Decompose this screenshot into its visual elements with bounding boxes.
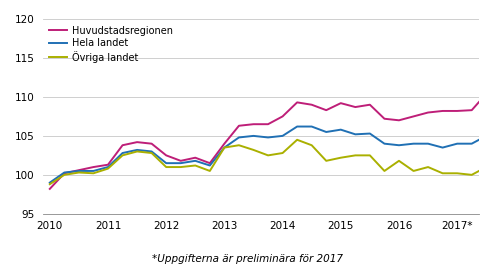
Huvudstadsregionen [236, 124, 242, 127]
Huvudstadsregionen [367, 103, 373, 106]
Hela landet [381, 142, 387, 145]
Hela landet [280, 134, 286, 138]
Övriga landet [61, 173, 67, 176]
Övriga landet [221, 146, 227, 149]
Hela landet [149, 150, 155, 153]
Hela landet [76, 169, 82, 173]
Hela landet [90, 169, 96, 173]
Hela landet [411, 142, 416, 145]
Övriga landet [309, 144, 315, 147]
Huvudstadsregionen [309, 103, 315, 106]
Hela landet [178, 162, 184, 165]
Hela landet [469, 142, 475, 145]
Huvudstadsregionen [483, 92, 489, 95]
Huvudstadsregionen [265, 123, 271, 126]
Övriga landet [396, 159, 402, 162]
Övriga landet [294, 138, 300, 141]
Huvudstadsregionen [163, 154, 169, 157]
Hela landet [338, 128, 344, 131]
Övriga landet [469, 173, 475, 176]
Huvudstadsregionen [76, 169, 82, 172]
Huvudstadsregionen [411, 115, 416, 118]
Övriga landet [90, 172, 96, 175]
Övriga landet [280, 151, 286, 154]
Hela landet [367, 132, 373, 135]
Hela landet [134, 148, 140, 152]
Huvudstadsregionen [120, 144, 125, 147]
Hela landet [221, 146, 227, 149]
Övriga landet [381, 169, 387, 173]
Huvudstadsregionen [61, 172, 67, 175]
Text: *Uppgifterna är preliminära för 2017: *Uppgifterna är preliminära för 2017 [152, 254, 342, 264]
Övriga landet [483, 165, 489, 169]
Hela landet [120, 151, 125, 154]
Huvudstadsregionen [149, 142, 155, 145]
Hela landet [483, 134, 489, 138]
Övriga landet [76, 171, 82, 174]
Övriga landet [440, 172, 446, 175]
Övriga landet [367, 154, 373, 157]
Övriga landet [47, 183, 53, 186]
Övriga landet [265, 154, 271, 157]
Huvudstadsregionen [280, 115, 286, 118]
Hela landet [294, 125, 300, 128]
Hela landet [61, 171, 67, 174]
Huvudstadsregionen [440, 109, 446, 113]
Hela landet [425, 142, 431, 145]
Hela landet [207, 164, 213, 167]
Huvudstadsregionen [338, 101, 344, 105]
Övriga landet [178, 165, 184, 169]
Huvudstadsregionen [454, 109, 460, 113]
Hela landet [454, 142, 460, 145]
Line: Hela landet: Hela landet [50, 126, 494, 183]
Övriga landet [134, 150, 140, 153]
Övriga landet [163, 165, 169, 169]
Hela landet [236, 136, 242, 139]
Huvudstadsregionen [178, 159, 184, 162]
Övriga landet [120, 154, 125, 157]
Övriga landet [352, 154, 358, 157]
Legend: Huvudstadsregionen, Hela landet, Övriga landet: Huvudstadsregionen, Hela landet, Övriga … [47, 24, 174, 64]
Huvudstadsregionen [250, 123, 256, 126]
Huvudstadsregionen [192, 156, 198, 159]
Huvudstadsregionen [47, 187, 53, 191]
Hela landet [47, 181, 53, 184]
Line: Övriga landet: Övriga landet [50, 140, 494, 184]
Hela landet [323, 130, 329, 134]
Huvudstadsregionen [469, 109, 475, 112]
Huvudstadsregionen [352, 105, 358, 109]
Hela landet [163, 162, 169, 165]
Hela landet [352, 133, 358, 136]
Hela landet [440, 146, 446, 149]
Hela landet [105, 165, 111, 169]
Huvudstadsregionen [207, 162, 213, 165]
Huvudstadsregionen [221, 142, 227, 145]
Huvudstadsregionen [396, 119, 402, 122]
Övriga landet [192, 164, 198, 167]
Övriga landet [207, 169, 213, 173]
Övriga landet [323, 159, 329, 162]
Huvudstadsregionen [105, 163, 111, 166]
Huvudstadsregionen [425, 111, 431, 114]
Hela landet [396, 144, 402, 147]
Övriga landet [425, 165, 431, 169]
Hela landet [192, 159, 198, 162]
Övriga landet [236, 144, 242, 147]
Övriga landet [149, 151, 155, 154]
Huvudstadsregionen [381, 117, 387, 120]
Övriga landet [338, 156, 344, 159]
Huvudstadsregionen [294, 101, 300, 104]
Övriga landet [250, 148, 256, 152]
Hela landet [265, 136, 271, 139]
Line: Huvudstadsregionen: Huvudstadsregionen [50, 87, 494, 189]
Övriga landet [105, 167, 111, 170]
Hela landet [309, 125, 315, 128]
Övriga landet [454, 172, 460, 175]
Huvudstadsregionen [323, 109, 329, 112]
Hela landet [250, 134, 256, 138]
Övriga landet [411, 169, 416, 173]
Huvudstadsregionen [134, 140, 140, 144]
Huvudstadsregionen [90, 165, 96, 169]
